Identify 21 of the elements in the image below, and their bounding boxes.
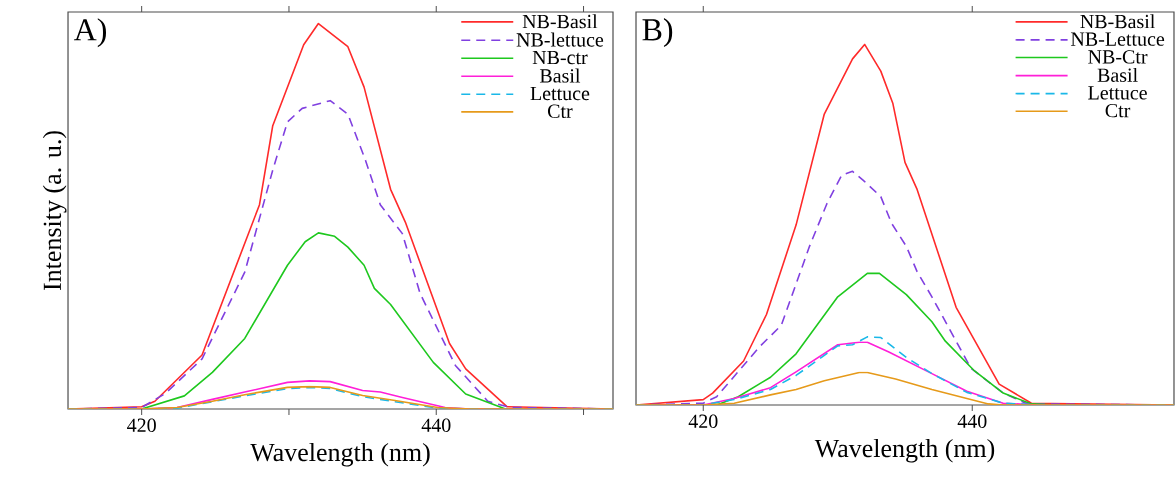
x-axis-title: Wavelength (nm) (814, 438, 995, 463)
annotation: B) (642, 18, 673, 48)
legend-label: NB-Basil (522, 14, 598, 29)
legend-label: NB-Lettuce (1070, 32, 1165, 46)
x-tick-label: 440 (957, 414, 987, 429)
annotation: A) (73, 18, 107, 48)
y-axis-title: Intensity (a. u.) (42, 131, 67, 291)
legend-label: Ctr (1105, 103, 1131, 118)
legend-label: Ctr (547, 104, 573, 118)
legend-label: Basil (1097, 67, 1138, 82)
legend-label: NB-Basil (1080, 14, 1155, 29)
x-tick-label: 420 (688, 414, 718, 429)
legend-label: Lettuce (1088, 86, 1147, 100)
legend-label: NB-Ctr (1088, 50, 1148, 64)
x-tick-label: 440 (421, 418, 451, 433)
x-axis-title: Wavelength (nm) (250, 442, 430, 467)
legend-label: Basil (539, 68, 581, 83)
legend-label: NB-lettuce (516, 32, 604, 47)
x-tick-label: 420 (127, 418, 156, 433)
legend-label: NB-ctr (532, 50, 588, 65)
legend-label: Lettuce (530, 86, 590, 101)
